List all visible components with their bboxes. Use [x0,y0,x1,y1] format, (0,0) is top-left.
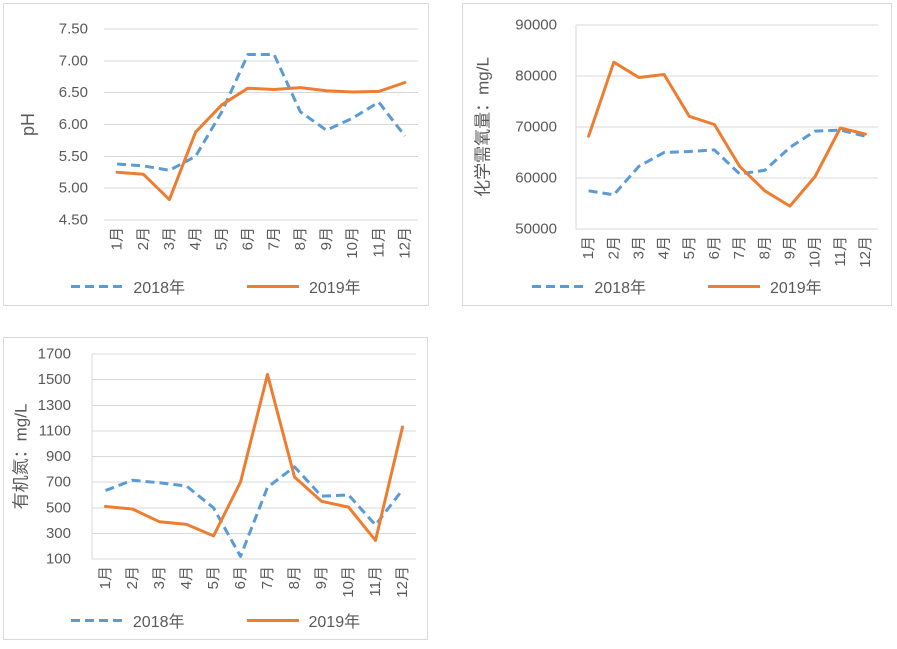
y-tick-label: 500 [46,499,71,516]
x-tick-label: 12月 [394,566,411,598]
x-tick-label: 2月 [124,566,141,589]
y-tick-label: 60000 [515,170,557,187]
y-tick-label: 7.00 [59,52,88,69]
x-tick-label: 12月 [857,236,874,268]
y-tick-label: 5.50 [59,148,88,165]
dashed-line-swatch [71,284,124,288]
ph-plot-area: 7.50 7.00 6.50 6.00 5.50 5.00 4.50 1月 2月 3月 4月 5月 6月… [18,21,418,259]
y-tick-label: 4.50 [59,212,88,229]
x-tick-label: 7月 [266,227,283,250]
y-tick-label: 700 [46,474,71,491]
series-2018-line [588,128,866,197]
y-tick-label: 80000 [515,68,557,85]
series-2019-line [104,373,404,542]
x-tick-label: 5月 [205,566,222,589]
y-tick-label: 1700 [38,346,71,363]
legend-label: 2019年 [770,280,822,297]
x-tick-label: 3月 [161,227,178,250]
y-tick-label: 50000 [515,221,557,238]
x-tick-label: 4月 [656,236,673,259]
x-tick-label: 9月 [318,227,335,250]
legend: 2018年 2019年 [4,608,427,632]
x-tick-label: 6月 [706,236,723,259]
x-tick-label: 5月 [681,236,698,259]
series-2018-line [104,465,404,558]
x-tick-label: 9月 [313,566,330,589]
ph-chart[interactable]: 7.50 7.00 6.50 6.00 5.50 5.00 4.50 1月 2月 3月 4月 5月 6月… [3,3,429,306]
x-tick-label: 10月 [344,227,361,259]
x-tick-label: 4月 [178,566,195,589]
x-tick-label: 2月 [605,236,622,259]
x-tick-label: 11月 [370,227,387,258]
legend-item-2019: 2019年 [246,608,361,632]
legend-label: 2019年 [309,280,361,297]
y-tick-label: 100 [46,551,71,568]
series-2019-line [587,60,867,208]
dashed-line-swatch [532,284,585,288]
x-tick-label: 8月 [756,236,773,259]
legend-label: 2018年 [594,280,646,297]
legend-label: 2018年 [133,280,185,297]
x-tick-label: 1月 [109,227,126,250]
x-tick-label: 4月 [187,227,204,250]
cod-plot-area: 90000 80000 70000 60000 50000 1月 2月 3月 4月 5月 6月 7月 8… [474,17,878,268]
x-tick-label: 3月 [151,566,168,589]
x-tick-label: 10月 [807,236,824,268]
legend: 2018年 2019年 [463,274,891,298]
y-axis-title: pH [18,113,38,136]
legend-item-2018: 2018年 [70,608,185,632]
y-tick-label: 5.00 [59,180,88,197]
legend-item-2018: 2018年 [71,274,185,298]
x-tick-label: 9月 [781,236,798,259]
legend-item-2019: 2019年 [708,274,822,298]
y-tick-label: 7.50 [59,21,88,38]
legend-item-2018: 2018年 [532,274,646,298]
x-tick-label: 12月 [396,227,413,259]
x-tick-label: 7月 [731,236,748,259]
organic-nitrogen-chart[interactable]: 1700 1500 1300 1100 900 700 500 300 100 1月 2月 3月 4月 5… [3,337,428,640]
y-tick-label: 70000 [515,119,557,136]
y-tick-label: 1100 [39,422,71,439]
y-tick-label: 900 [46,448,71,465]
solid-line-swatch [247,284,299,288]
x-tick-label: 2月 [135,227,152,250]
cod-chart[interactable]: 90000 80000 70000 60000 50000 1月 2月 3月 4月 5月 6月 7月 8… [462,3,892,306]
x-tick-label: 1月 [580,236,597,259]
legend: 2018年 2019年 [4,274,428,298]
y-axis-title: 化学需氧量：mg/L [474,57,493,197]
solid-line-swatch [708,284,760,288]
legend-label: 2018年 [132,614,185,631]
y-tick-label: 6.50 [59,84,88,101]
series-2019-line [115,81,407,202]
x-tick-label: 3月 [630,236,647,259]
legend-label: 2019年 [308,614,361,631]
legend-item-2019: 2019年 [247,274,361,298]
x-tick-label: 8月 [292,227,309,250]
solid-line-swatch [246,618,299,622]
y-axis-title: 有机氮：mg/L [12,404,31,510]
x-tick-label: 10月 [340,566,357,598]
x-tick-label: 1月 [97,566,114,589]
x-tick-label: 7月 [259,566,276,589]
y-tick-label: 90000 [515,17,557,34]
dashed-line-swatch [70,618,123,622]
series-2018-line [116,53,407,172]
organic-nitrogen-plot-area: 1700 1500 1300 1100 900 700 500 300 100 1月 2月 3月 4月 5… [12,346,416,598]
x-tick-label: 5月 [213,227,230,250]
x-tick-label: 11月 [367,566,384,597]
y-tick-label: 1500 [38,371,71,388]
y-tick-label: 1300 [38,397,71,414]
y-tick-label: 6.00 [59,116,88,133]
x-tick-label: 8月 [286,566,303,589]
x-tick-label: 6月 [232,566,249,589]
y-tick-label: 300 [46,525,71,542]
x-tick-label: 6月 [239,227,256,250]
x-tick-label: 11月 [832,236,849,267]
